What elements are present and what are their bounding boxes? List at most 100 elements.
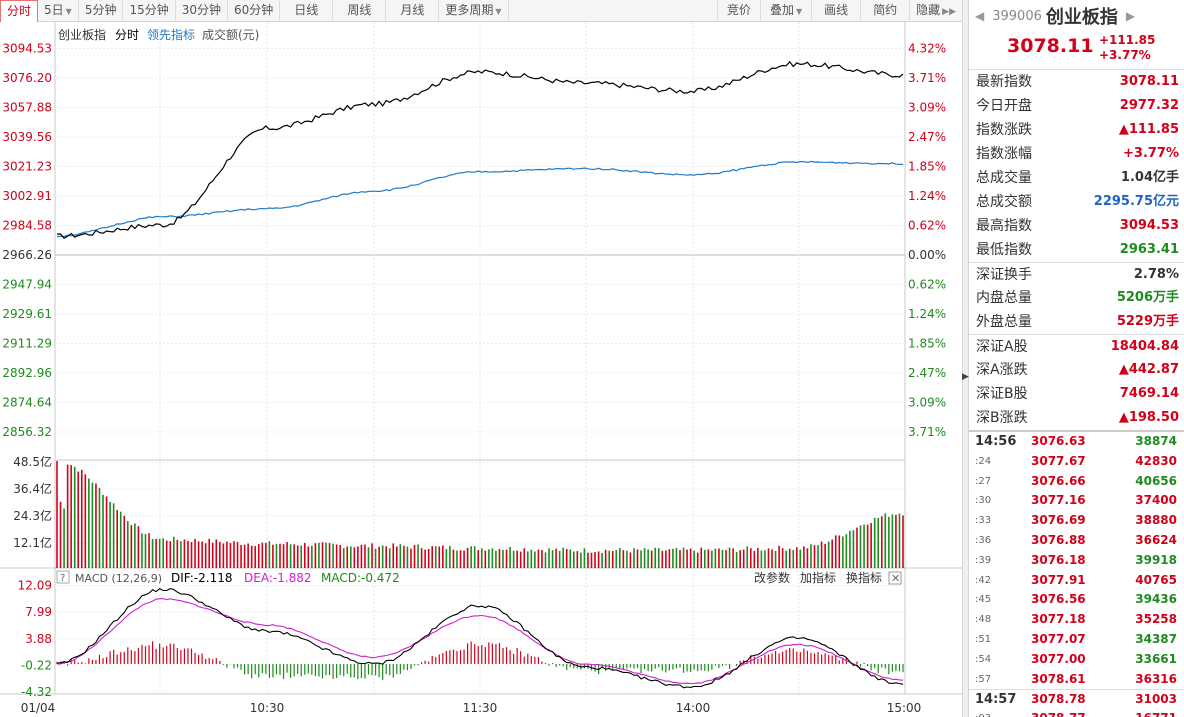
quote-value: 5229万手 (1116, 314, 1179, 329)
y-tick-label: 3057.88 (2, 101, 52, 115)
volume-bar (158, 538, 161, 568)
volume-bar (109, 501, 111, 568)
volume-bar (229, 542, 232, 568)
period-tab-weekly[interactable]: 周线 (333, 0, 387, 22)
volume-bar (226, 541, 228, 568)
period-tab-more[interactable]: 更多周期 ▼ (439, 0, 509, 22)
macd-chart (56, 570, 904, 689)
volume-bar (367, 547, 370, 568)
period-tab-60min[interactable]: 60分钟 (228, 0, 281, 22)
volume-bar (378, 546, 380, 568)
volume-bar (569, 549, 572, 568)
last-price: 3078.11 (1007, 35, 1094, 57)
quote-value: 1.04亿手 (1120, 170, 1179, 185)
pct-tick-label: 3.09% (908, 396, 946, 410)
volume-bar (318, 542, 320, 568)
volume-bar (785, 550, 787, 568)
volume-bar (555, 548, 557, 568)
pct-tick-label: 3.09% (908, 101, 946, 115)
tick-price: 3076.69 (1031, 513, 1086, 528)
volume-bar (261, 542, 264, 568)
volume-bar (247, 543, 249, 568)
volume-bar (155, 538, 157, 568)
tick-time: :24 (975, 455, 992, 467)
volume-bar (725, 550, 727, 568)
quote-row: 指数涨幅 +3.77% (969, 142, 1184, 166)
auction-button[interactable]: 竞价 (718, 0, 761, 22)
quote-row: 最低指数 2963.41 (969, 238, 1184, 262)
volume-bar (385, 546, 387, 568)
volume-bar (176, 539, 179, 568)
volume-bar (902, 515, 904, 568)
tick-volume: 40765 (1135, 572, 1177, 587)
volume-bar (817, 545, 819, 568)
volume-bar (672, 548, 674, 568)
panel-collapse-handle[interactable]: ▶ (962, 0, 969, 717)
volume-bar (870, 522, 872, 568)
simple-mode-button[interactable]: 简约 (861, 0, 911, 22)
volume-bar (219, 541, 221, 568)
volume-bar (254, 546, 257, 568)
volume-bar (721, 549, 724, 568)
volume-bar (565, 548, 568, 568)
volume-bar (842, 536, 844, 568)
next-stock-icon[interactable]: ▶ (1125, 9, 1136, 23)
close-icon: ✕ (891, 572, 900, 585)
quote-value: 2295.75亿元 (1093, 194, 1179, 209)
tick-volume: 16771 (1103, 709, 1179, 717)
quote-label: 最低指数 (976, 242, 1032, 258)
volume-bar (342, 548, 345, 568)
volume-bar (466, 547, 469, 568)
tick-price: 3077.67 (1031, 453, 1086, 468)
volume-bar (257, 544, 260, 568)
macd-dif: DIF:-2.118 (171, 571, 232, 585)
volume-bar (381, 545, 384, 568)
chart-area[interactable]: 3094.53 4.32% 3076.20 3.71% 3057.88 3.09% 3039… (0, 22, 962, 717)
volume-bar (640, 550, 642, 568)
y-tick-label: 2892.96 (2, 366, 52, 380)
tick-price: 3076.18 (1031, 552, 1086, 567)
tick-list[interactable]: 14:56 3076.63 38874:24 3077.67 42830:27 3076.… (969, 430, 1184, 717)
period-tab-30min[interactable]: 30分钟 (176, 0, 229, 22)
quote-value: 7469.14 (1119, 386, 1179, 401)
quote-value: 18404.84 (1110, 339, 1179, 354)
volume-bar (696, 552, 699, 568)
volume-bar (601, 552, 603, 568)
period-tab-daily[interactable]: 日线 (280, 0, 334, 22)
prev-stock-icon[interactable]: ◀ (975, 9, 985, 23)
volume-bar (204, 543, 207, 568)
volume-bar (169, 541, 172, 568)
change-value: +111.85 (1099, 33, 1156, 47)
volume-bar (537, 549, 540, 568)
y-tick-label: 3021.23 (2, 160, 52, 174)
tick-price: 3077.07 (1031, 631, 1086, 646)
volume-bar (534, 551, 536, 568)
draw-line-button[interactable]: 画线 (812, 0, 862, 22)
quote-row: 最新指数 3078.11 (969, 70, 1184, 94)
volume-bar (442, 545, 444, 568)
quote-row: 深证换手 2.78% (969, 262, 1184, 286)
tick-row: :45 3076.56 39436 (969, 590, 1184, 610)
pct-tick-label: 1.24% (908, 307, 946, 321)
quote-row: 指数涨跌 ▲111.85 (969, 118, 1184, 142)
volume-bar (498, 549, 501, 568)
volume-bar (742, 549, 745, 568)
volume-bar (321, 542, 324, 568)
tick-row: :36 3076.88 36624 (969, 531, 1184, 551)
volume-bar (753, 550, 756, 568)
period-tab-15min[interactable]: 15分钟 (123, 0, 176, 22)
volume-bar (803, 546, 805, 568)
volume-bar (190, 542, 193, 568)
volume-bar (173, 536, 175, 568)
volume-bar (647, 549, 649, 568)
overlay-button[interactable]: 叠加 ▼ (761, 0, 813, 22)
period-tab-5day[interactable]: 5日 ▼ (38, 0, 79, 22)
period-tab-5min[interactable]: 5分钟 (79, 0, 124, 22)
tick-volume: 36624 (1135, 532, 1177, 547)
y-tick-label: 2911.29 (2, 337, 52, 351)
volume-bar (211, 542, 214, 568)
hide-panel-button[interactable]: 隐藏 ▶▶ (910, 0, 962, 22)
period-tab-intraday[interactable]: 分时 (0, 0, 39, 22)
volume-bar (307, 546, 310, 568)
period-tab-monthly[interactable]: 月线 (386, 0, 440, 22)
